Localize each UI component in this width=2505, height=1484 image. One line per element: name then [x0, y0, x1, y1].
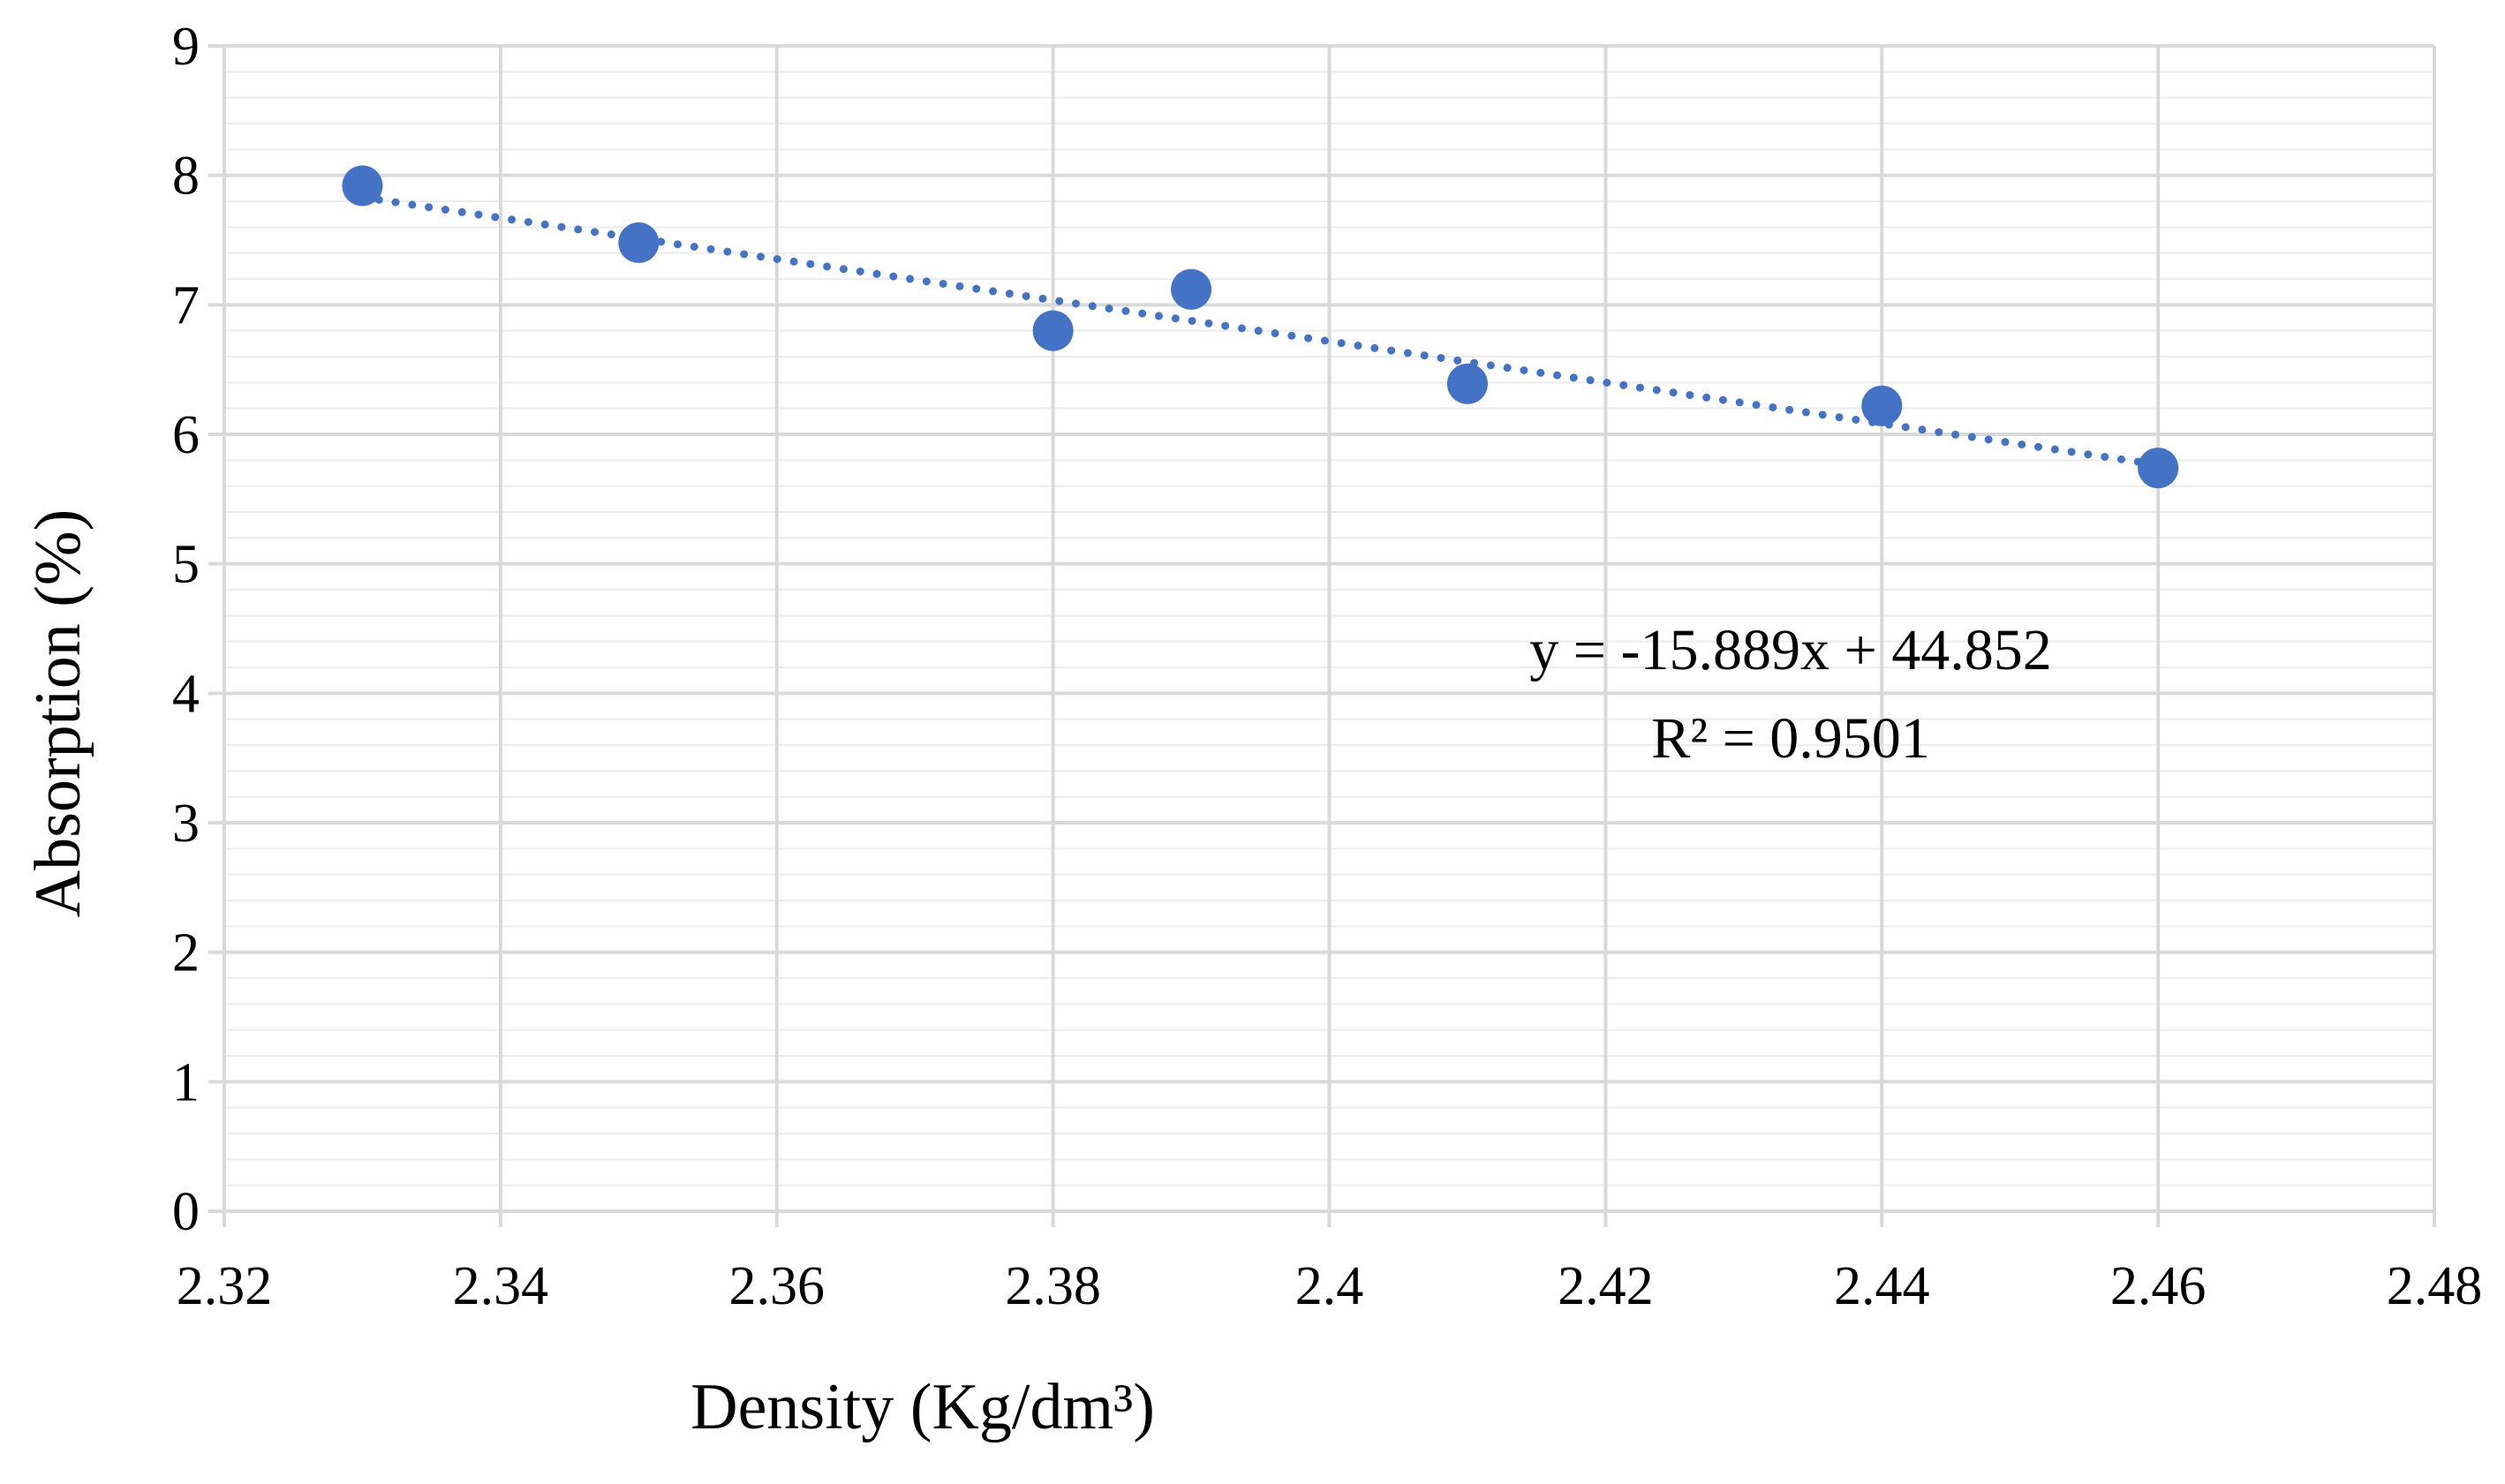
data-point	[342, 165, 383, 207]
x-tick-label: 2.42	[1558, 1256, 1654, 1316]
y-axis-title: Absorption (%)	[22, 509, 94, 917]
data-point	[1446, 363, 1488, 404]
data-points	[342, 165, 2179, 489]
x-tick-label: 2.36	[729, 1256, 826, 1316]
x-axis-title: Density (Kg/dm³)	[690, 1371, 1155, 1443]
x-tick-label: 2.46	[2110, 1256, 2207, 1316]
data-point	[1032, 310, 1074, 351]
y-axis-tick-labels: 0 1 2 3 4 5 6 7 8 9	[172, 17, 200, 1242]
x-tick-label: 2.48	[2387, 1256, 2483, 1316]
data-point	[2138, 448, 2179, 489]
data-point	[618, 222, 660, 263]
x-tick-label: 2.44	[1834, 1256, 1930, 1316]
trendline-group	[358, 193, 2162, 469]
axes	[208, 44, 2436, 1227]
trendline	[358, 193, 2162, 469]
y-tick-label: 4	[172, 664, 200, 724]
x-tick-label: 2.4	[1295, 1256, 1364, 1316]
y-tick-label: 0	[172, 1182, 200, 1242]
trendline-r-squared: R² = 0.9501	[1651, 706, 1930, 771]
y-tick-label: 5	[172, 535, 200, 595]
x-tick-label: 2.38	[1005, 1256, 1101, 1316]
y-tick-label: 3	[172, 794, 200, 854]
major-gridlines	[223, 44, 2436, 1213]
y-tick-label: 6	[172, 405, 200, 465]
data-point	[1861, 385, 1903, 426]
x-tick-label: 2.32	[177, 1256, 273, 1316]
x-axis-tick-labels: 2.32 2.34 2.36 2.38 2.4 2.42 2.44 2.46 2.48	[177, 1256, 2483, 1316]
y-tick-label: 7	[172, 275, 200, 335]
trendline-equation: y = -15.889x + 44.852	[1529, 618, 2051, 682]
data-point	[1171, 268, 1212, 310]
y-tick-label: 8	[172, 147, 200, 207]
y-tick-label: 1	[172, 1052, 200, 1112]
y-tick-label: 9	[172, 17, 200, 77]
x-tick-label: 2.34	[453, 1256, 549, 1316]
y-tick-label: 2	[172, 923, 200, 983]
